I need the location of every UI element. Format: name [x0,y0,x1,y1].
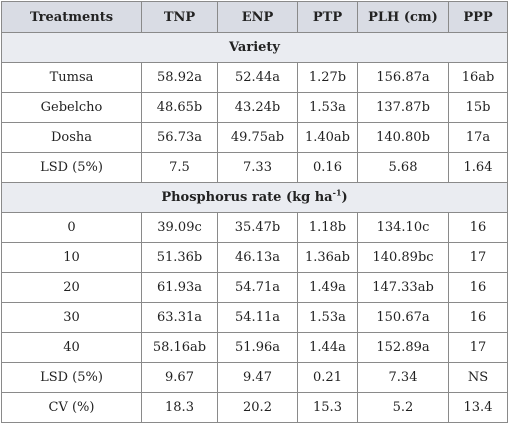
table-cell: 1.49a [297,272,358,303]
table-cell: 30 [1,302,142,333]
header-ptp: PTP [297,1,358,33]
table-row: 30 63.31a 54.11a 1.53a 150.67a 16 [1,302,508,333]
table-cell: 10 [1,242,142,273]
table-cell: 20 [1,272,142,303]
table-cell: 0 [1,212,142,243]
section-title: Variety [1,32,508,63]
table-row: Tumsa 58.92a 52.44a 1.27b 156.87a 16ab [1,62,508,93]
table-row: 0 39.09c 35.47b 1.18b 134.10c 16 [1,212,508,243]
table-cell: 40 [1,332,142,363]
table-row: Dosha 56.73a 49.75ab 1.40ab 140.80b 17a [1,122,508,153]
table-cell: Dosha [1,122,142,153]
header-plh: PLH (cm) [357,1,449,33]
table-cell: 54.71a [217,272,298,303]
table-cell: 15b [448,92,508,123]
table-cell: 1.27b [297,62,358,93]
header-ppp: PPP [448,1,508,33]
table-cell: 1.53a [297,92,358,123]
table-cell: 35.47b [217,212,298,243]
table-cell: 9.47 [217,362,298,393]
table-cell: 17 [448,242,508,273]
table-body: Variety Tumsa 58.92a 52.44a 1.27b 156.87a 16ab… [1,32,508,423]
table-cell: 16 [448,302,508,333]
table-cell: 156.87a [357,62,449,93]
table-cell: 150.67a [357,302,449,333]
table-row: LSD (5%) 9.67 9.47 0.21 7.34 NS [1,362,508,393]
table-cell: 63.31a [141,302,218,333]
table-cell: Gebelcho [1,92,142,123]
table-cell: Tumsa [1,62,142,93]
section-title-text: Phosphorus rate (kg ha [161,190,333,205]
table-cell: 1.18b [297,212,358,243]
table-cell: LSD (5%) [1,362,142,393]
table-cell: 17 [448,332,508,363]
table-row: 40 58.16ab 51.96a 1.44a 152.89a 17 [1,332,508,363]
table-cell: 51.96a [217,332,298,363]
table-cell: 51.36b [141,242,218,273]
table-cell: 152.89a [357,332,449,363]
table-cell: 7.33 [217,152,298,183]
table-cell: 58.16ab [141,332,218,363]
table-cell: 16ab [448,62,508,93]
table-cell: 0.16 [297,152,358,183]
table-cell: 1.44a [297,332,358,363]
table-cell: 43.24b [217,92,298,123]
table-row: 10 51.36b 46.13a 1.36ab 140.89bc 17 [1,242,508,273]
section-row: Phosphorus rate (kg ha-1) [1,182,508,213]
table-cell: 1.53a [297,302,358,333]
header-row: Treatments TNP ENP PTP PLH (cm) PPP [1,1,508,33]
table-cell: 140.80b [357,122,449,153]
table-cell: LSD (5%) [1,152,142,183]
table-cell: 54.11a [217,302,298,333]
table-cell: 147.33ab [357,272,449,303]
table-cell: 137.87b [357,92,449,123]
table-cell: 48.65b [141,92,218,123]
header-enp: ENP [217,1,298,33]
table-cell: 16 [448,212,508,243]
table-cell: 49.75ab [217,122,298,153]
table-cell: 1.64 [448,152,508,183]
table-cell: 1.36ab [297,242,358,273]
table-cell: 56.73a [141,122,218,153]
table-cell: NS [448,362,508,393]
table-cell: 7.34 [357,362,449,393]
section-title: Phosphorus rate (kg ha-1) [1,182,508,213]
table-cell: 52.44a [217,62,298,93]
section-title-text: Variety [229,40,280,55]
header-treatments: Treatments [1,1,142,33]
table-cell: 17a [448,122,508,153]
table-cell: 1.40ab [297,122,358,153]
table-row: LSD (5%) 7.5 7.33 0.16 5.68 1.64 [1,152,508,183]
section-title-end: ) [341,190,348,205]
table-cell: 46.13a [217,242,298,273]
table-row: 20 61.93a 54.71a 1.49a 147.33ab 16 [1,272,508,303]
table-cell: 16 [448,272,508,303]
table-cell: 61.93a [141,272,218,303]
table-row: Gebelcho 48.65b 43.24b 1.53a 137.87b 15b [1,92,508,123]
table-cell: 134.10c [357,212,449,243]
table-cell: 5.68 [357,152,449,183]
section-title-superscript: -1 [332,187,342,198]
table-cell: 39.09c [141,212,218,243]
section-row: Variety [1,32,508,63]
header-tnp: TNP [141,1,218,33]
table-cell: 0.21 [297,362,358,393]
table-cell: 7.5 [141,152,218,183]
table-cell: 140.89bc [357,242,449,273]
table-cell: 9.67 [141,362,218,393]
table-cell: 58.92a [141,62,218,93]
